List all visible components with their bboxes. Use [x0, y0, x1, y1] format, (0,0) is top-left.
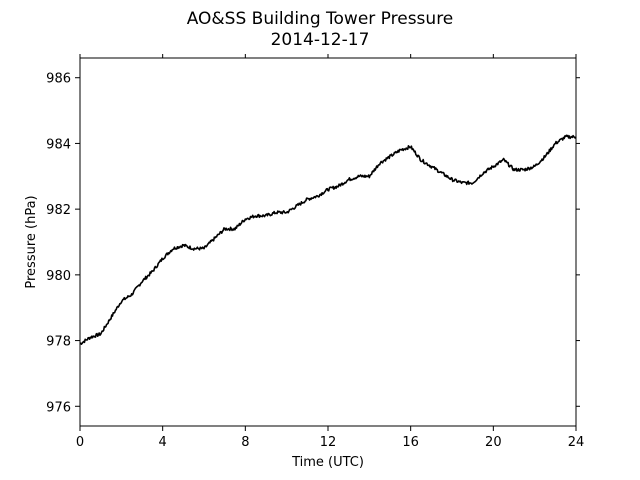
y-tick-label: 986	[46, 72, 71, 87]
y-tick-label: 982	[46, 203, 71, 218]
x-axis-label: Time (UTC)	[291, 455, 364, 470]
x-tick-label: 0	[76, 435, 84, 450]
y-tick-label: 984	[46, 137, 71, 152]
x-tick-label: 4	[159, 435, 167, 450]
chart-title: AO&SS Building Tower Pressure	[187, 9, 454, 29]
x-tick-label: 16	[402, 435, 419, 450]
pressure-series-line	[79, 134, 577, 345]
plot-area	[80, 58, 576, 426]
x-tick-label: 20	[485, 435, 502, 450]
x-tick-label: 24	[568, 435, 585, 450]
x-tick-label: 12	[320, 435, 337, 450]
chart-subtitle: 2014-12-17	[271, 30, 370, 50]
y-tick-label: 980	[46, 269, 71, 284]
y-axis-label: Pressure (hPa)	[24, 195, 39, 288]
y-tick-label: 976	[46, 400, 71, 415]
x-tick-label: 8	[241, 435, 249, 450]
y-tick-label: 978	[46, 335, 71, 350]
